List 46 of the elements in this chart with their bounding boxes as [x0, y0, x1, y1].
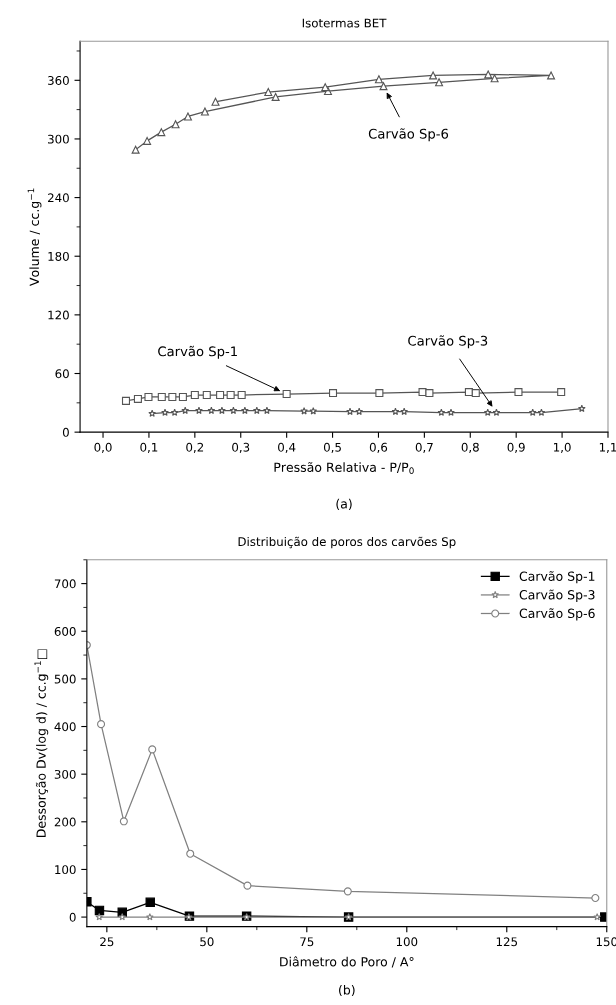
y-tick-label: 360	[48, 76, 69, 85]
x-tick-label: 1,1	[599, 442, 616, 453]
chart-title: Isotermas BET	[302, 18, 387, 28]
y-tick-label: 400	[54, 722, 76, 732]
y-tick-label: 100	[55, 865, 76, 875]
x-tick-label: 0,9	[507, 442, 525, 453]
y-tick-label: 0	[62, 427, 69, 437]
annotation: Carvão Sp-1	[158, 345, 237, 359]
y-tick-label: 0	[69, 912, 76, 922]
x-tick-label: 125	[496, 937, 518, 947]
annotation: Carvão Sp-6	[368, 128, 449, 142]
x-tick-label: 0,7	[415, 442, 433, 453]
x-tick-label: 0,0	[94, 442, 112, 453]
x-tick-label: 0,6	[369, 442, 388, 453]
y-tick-label: 300	[48, 134, 69, 144]
y-axis-title: Dessorção Dv(log d) / cc.g$^{−1}$□	[34, 649, 49, 838]
x-tick-label: 25	[100, 937, 114, 947]
x-tick-label: 50	[200, 937, 214, 947]
chart-title: Distribuição de poros dos carvões Sp	[238, 536, 456, 549]
x-tick-label: 0,5	[323, 442, 341, 453]
annotation: Carvão Sp-3	[408, 335, 488, 349]
x-axis-title: Diâmetro do Poro / A°	[280, 956, 414, 968]
legend-label: Carvão Sp-1	[519, 571, 595, 584]
y-tick-label: 240	[47, 193, 69, 203]
y-tick-label: 500	[54, 674, 76, 684]
x-axis-title: Pressão Relativa - P/P$_{0}$	[274, 462, 414, 474]
y-tick-label: 60	[55, 369, 69, 379]
x-tick-label: 0,8	[461, 442, 479, 453]
x-tick-label: 0,4	[278, 442, 296, 453]
legend-label: Carvão Sp-3	[519, 589, 595, 602]
text: (a)	[336, 498, 352, 510]
x-tick-label: 1,0	[554, 442, 571, 453]
y-tick-label: 300	[54, 769, 76, 779]
legend-label: Carvão Sp-6	[519, 608, 595, 621]
x-tick-label: 0,2	[186, 442, 204, 453]
y-tick-label: 700	[54, 579, 76, 589]
y-axis-title: Volume / cc.g$^{−1}$	[27, 188, 42, 286]
x-tick-label: 0,1	[140, 442, 158, 453]
text: (b)	[339, 984, 355, 997]
y-tick-label: 180	[48, 251, 69, 261]
x-tick-label: 100	[396, 937, 418, 947]
x-tick-label: 0,3	[232, 442, 250, 453]
y-tick-label: 120	[48, 310, 69, 320]
y-tick-label: 600	[54, 626, 76, 636]
y-tick-label: 200	[54, 817, 76, 827]
x-tick-label: 75	[300, 937, 314, 947]
